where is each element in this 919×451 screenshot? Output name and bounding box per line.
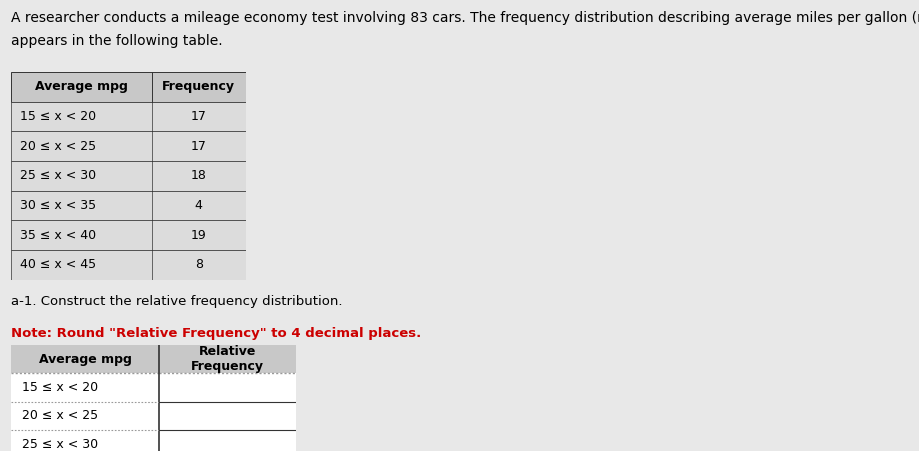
Bar — [11, 373, 159, 402]
Bar — [11, 131, 245, 161]
Text: 19: 19 — [190, 229, 207, 242]
Text: 4: 4 — [195, 199, 202, 212]
Bar — [11, 102, 245, 131]
Text: Average mpg: Average mpg — [35, 80, 128, 93]
Text: 25 ≤ x < 30: 25 ≤ x < 30 — [22, 438, 98, 451]
Bar — [11, 250, 245, 280]
Bar — [11, 191, 245, 221]
Text: appears in the following table.: appears in the following table. — [11, 34, 222, 48]
Bar — [11, 345, 296, 373]
Bar — [11, 402, 159, 430]
Text: a-1. Construct the relative frequency distribution.: a-1. Construct the relative frequency di… — [11, 295, 342, 308]
Text: 15 ≤ x < 20: 15 ≤ x < 20 — [20, 110, 96, 123]
Text: 20 ≤ x < 25: 20 ≤ x < 25 — [22, 410, 98, 423]
Bar — [11, 161, 245, 191]
Text: 8: 8 — [195, 258, 202, 272]
Text: Relative
Frequency: Relative Frequency — [191, 345, 264, 373]
Text: 18: 18 — [190, 170, 207, 182]
Text: 30 ≤ x < 35: 30 ≤ x < 35 — [20, 199, 96, 212]
Text: 17: 17 — [190, 140, 207, 153]
Text: 15 ≤ x < 20: 15 ≤ x < 20 — [22, 381, 98, 394]
Text: Average mpg: Average mpg — [39, 353, 131, 366]
Bar — [159, 430, 296, 451]
Text: 20 ≤ x < 25: 20 ≤ x < 25 — [20, 140, 96, 153]
Bar — [159, 373, 296, 402]
Text: Note: Round "Relative Frequency" to 4 decimal places.: Note: Round "Relative Frequency" to 4 de… — [11, 327, 421, 340]
Bar — [11, 221, 245, 250]
Bar — [11, 430, 159, 451]
Text: 40 ≤ x < 45: 40 ≤ x < 45 — [20, 258, 96, 272]
Text: 35 ≤ x < 40: 35 ≤ x < 40 — [20, 229, 96, 242]
Text: 25 ≤ x < 30: 25 ≤ x < 30 — [20, 170, 96, 182]
Text: A researcher conducts a mileage economy test involving 83 cars. The frequency di: A researcher conducts a mileage economy … — [11, 11, 919, 25]
Text: Frequency: Frequency — [162, 80, 235, 93]
Bar — [159, 402, 296, 430]
Bar — [11, 72, 245, 102]
Text: 17: 17 — [190, 110, 207, 123]
